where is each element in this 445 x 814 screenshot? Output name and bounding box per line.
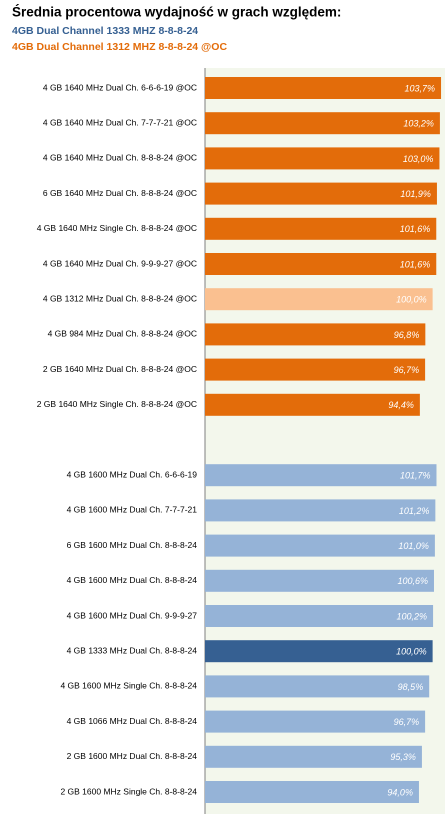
category-label: 4 GB 1640 MHz Single Ch. 8-8-8-24 @OC (37, 223, 197, 233)
value-label: 100,2% (397, 611, 428, 621)
bar (205, 182, 437, 205)
bar (205, 217, 437, 240)
category-label: 4 GB 1600 MHz Dual Ch. 6-6-6-19 (67, 469, 198, 479)
value-label: 101,2% (399, 506, 430, 516)
bar (205, 605, 434, 627)
bar (205, 112, 440, 135)
bar (205, 323, 426, 346)
category-label: 4 GB 1312 MHz Dual Ch. 8-8-8-24 @OC (43, 293, 197, 303)
subtitle: 4GB Dual Channel 1312 MHZ 8-8-8-24 @OC (12, 41, 227, 53)
bar (205, 675, 430, 698)
bar (205, 393, 420, 416)
plot-area (205, 68, 445, 814)
bar (205, 77, 442, 99)
category-label: 4 GB 1640 MHz Dual Ch. 6-6-6-19 @OC (43, 82, 197, 92)
bar (205, 499, 436, 522)
category-label: 4 GB 1600 MHz Dual Ch. 9-9-9-27 (67, 610, 198, 620)
value-label: 103,0% (403, 154, 434, 164)
value-label: 100,0% (396, 295, 427, 305)
bar (205, 534, 435, 557)
bar (205, 358, 426, 381)
category-label: 4 GB 1600 MHz Single Ch. 8-8-8-24 (60, 681, 197, 691)
category-label: 2 GB 1640 MHz Single Ch. 8-8-8-24 @OC (37, 399, 197, 409)
bar (205, 147, 440, 170)
value-label: 100,0% (396, 647, 427, 657)
category-label: 4 GB 1600 MHz Dual Ch. 8-8-8-24 (67, 575, 198, 585)
value-label: 101,7% (400, 471, 431, 481)
category-label: 2 GB 1600 MHz Dual Ch. 8-8-8-24 (67, 751, 198, 761)
value-label: 94,0% (387, 787, 413, 797)
value-label: 103,2% (403, 119, 434, 129)
value-label: 96,8% (394, 330, 420, 340)
value-label: 103,7% (405, 83, 436, 93)
bar (205, 745, 422, 768)
subtitle: 4GB Dual Channel 1333 MHZ 8-8-8-24 (12, 25, 198, 37)
value-label: 95,3% (390, 752, 416, 762)
category-label: 4 GB 1640 MHz Dual Ch. 8-8-8-24 @OC (43, 153, 197, 163)
value-label: 101,6% (400, 259, 431, 269)
bar (205, 288, 433, 311)
bar (205, 710, 426, 733)
bar (205, 464, 437, 487)
bar (205, 781, 419, 803)
value-label: 101,9% (400, 189, 431, 199)
value-label: 100,6% (397, 576, 428, 586)
category-label: 6 GB 1640 MHz Dual Ch. 8-8-8-24 @OC (43, 188, 197, 198)
value-label: 98,5% (398, 682, 424, 692)
bar (205, 569, 434, 592)
value-label: 101,0% (398, 541, 429, 551)
bar (205, 253, 437, 275)
category-label: 6 GB 1600 MHz Dual Ch. 8-8-8-24 (67, 540, 198, 550)
category-label: 4 GB 1640 MHz Dual Ch. 7-7-7-21 @OC (43, 117, 197, 127)
value-label: 94,4% (388, 400, 414, 410)
category-label: 4 GB 1600 MHz Dual Ch. 7-7-7-21 (67, 505, 198, 515)
value-label: 101,6% (400, 224, 431, 234)
category-label: 4 GB 1640 MHz Dual Ch. 9-9-9-27 @OC (43, 258, 197, 268)
category-label: 4 GB 1333 MHz Dual Ch. 8-8-8-24 (67, 645, 198, 655)
value-label: 96,7% (394, 717, 420, 727)
chart-title: Średnia procentowa wydajność w grach wzg… (12, 5, 341, 20)
bar (205, 640, 433, 663)
category-label: 2 GB 1600 MHz Single Ch. 8-8-8-24 (60, 786, 197, 796)
category-label: 2 GB 1640 MHz Dual Ch. 8-8-8-24 @OC (43, 364, 197, 374)
category-label: 4 GB 1066 MHz Dual Ch. 8-8-8-24 (67, 716, 198, 726)
category-label: 4 GB 984 MHz Dual Ch. 8-8-8-24 @OC (48, 329, 197, 339)
value-label: 96,7% (394, 365, 420, 375)
